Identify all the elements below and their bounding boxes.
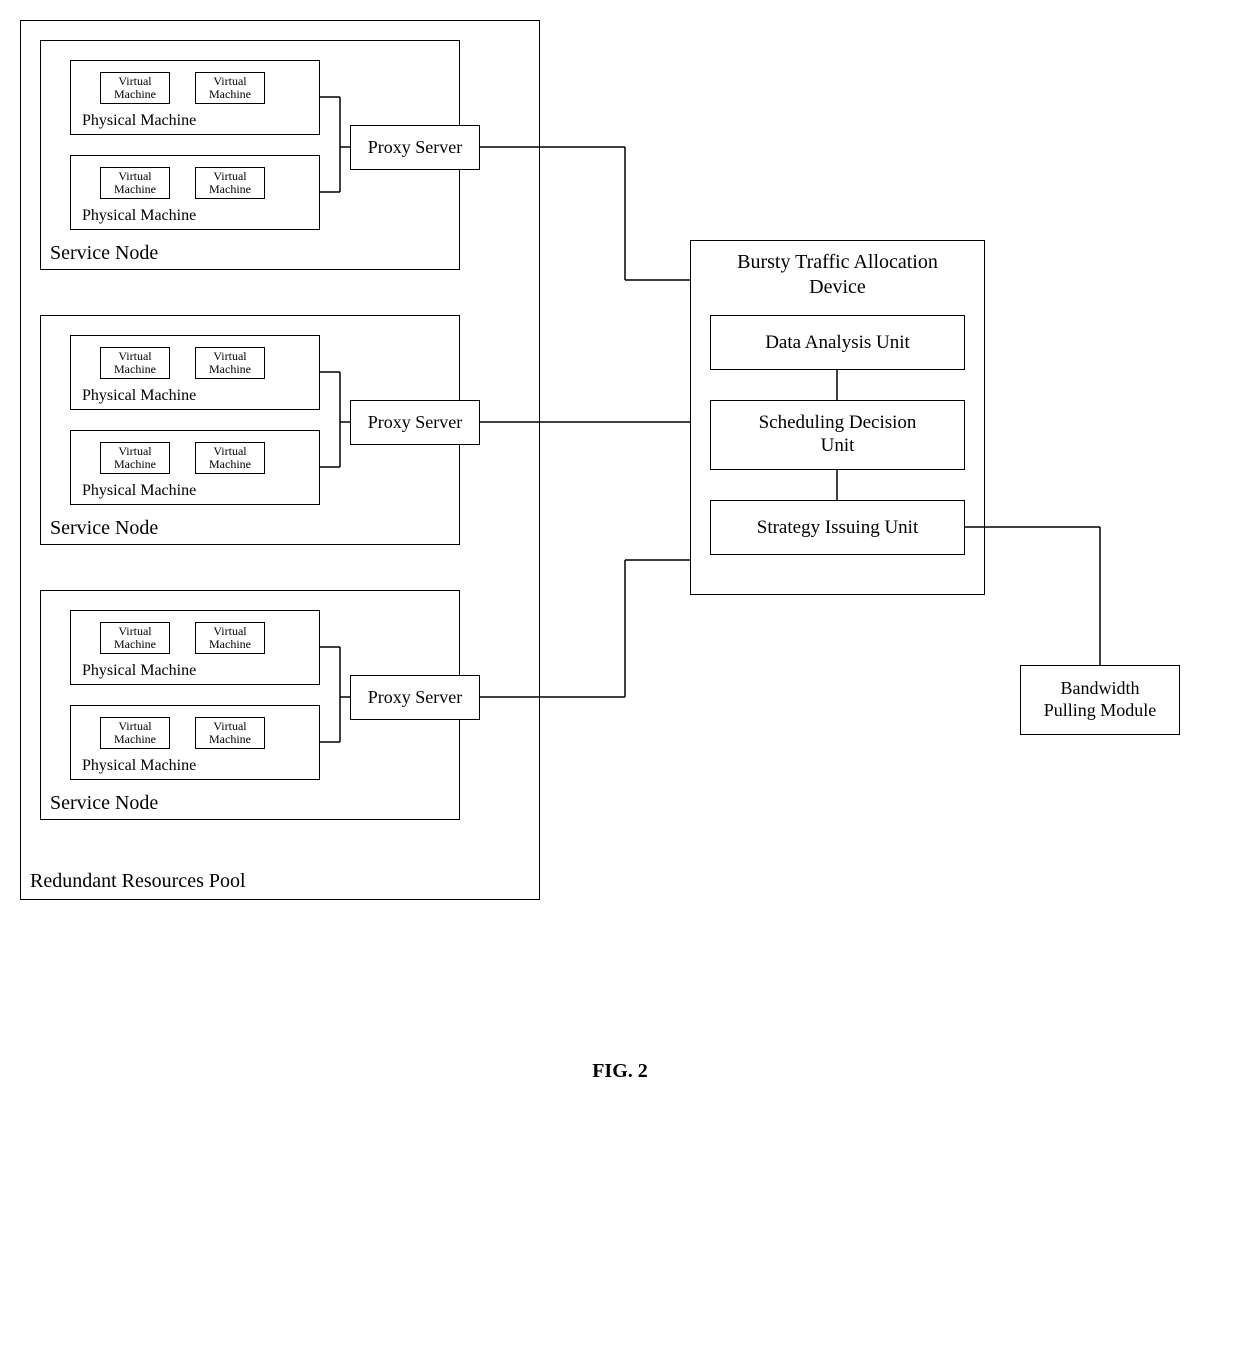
proxy-2: Proxy Server <box>350 400 480 445</box>
vm-1b-2: VirtualMachine <box>195 167 265 199</box>
pm-1a-label: Physical Machine <box>82 112 196 130</box>
pm-3b-label: Physical Machine <box>82 757 196 775</box>
data-analysis-unit: Data Analysis Unit <box>710 315 965 370</box>
pm-2b-label: Physical Machine <box>82 482 196 500</box>
service-node-3-label: Service Node <box>50 792 158 815</box>
pm-3a-label: Physical Machine <box>82 662 196 680</box>
bandwidth-module: BandwidthPulling Module <box>1020 665 1180 735</box>
strategy-unit: Strategy Issuing Unit <box>710 500 965 555</box>
vm-3a-2: VirtualMachine <box>195 622 265 654</box>
service-node-2-label: Service Node <box>50 517 158 540</box>
scheduling-unit: Scheduling DecisionUnit <box>710 400 965 470</box>
vm-3a-1: VirtualMachine <box>100 622 170 654</box>
vm-1a-2: VirtualMachine <box>195 72 265 104</box>
service-node-1-label: Service Node <box>50 242 158 265</box>
vm-1b-1: VirtualMachine <box>100 167 170 199</box>
vm-2b-2: VirtualMachine <box>195 442 265 474</box>
pm-1b-label: Physical Machine <box>82 207 196 225</box>
figure-caption: FIG. 2 <box>0 1060 1240 1083</box>
vm-2b-1: VirtualMachine <box>100 442 170 474</box>
vm-3b-2: VirtualMachine <box>195 717 265 749</box>
vm-1a-1: VirtualMachine <box>100 72 170 104</box>
device-title: Bursty Traffic AllocationDevice <box>690 250 985 300</box>
proxy-3: Proxy Server <box>350 675 480 720</box>
vm-2a-2: VirtualMachine <box>195 347 265 379</box>
diagram-canvas: Redundant Resources Pool Service Node Ph… <box>0 0 1240 1345</box>
vm-3b-1: VirtualMachine <box>100 717 170 749</box>
pool-label: Redundant Resources Pool <box>30 870 246 893</box>
pm-2a-label: Physical Machine <box>82 387 196 405</box>
vm-2a-1: VirtualMachine <box>100 347 170 379</box>
proxy-1: Proxy Server <box>350 125 480 170</box>
